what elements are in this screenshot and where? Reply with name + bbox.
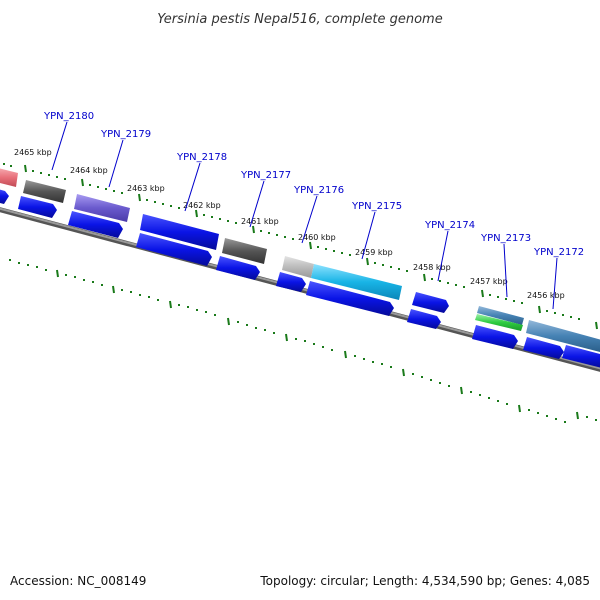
outer-tick-ring — [3, 163, 598, 330]
kbp-label: 2465 kbp — [14, 148, 52, 157]
feature-gray-2177 — [222, 238, 267, 264]
gene-arrow-10 — [472, 325, 518, 349]
gene-arrow-1 — [0, 189, 9, 204]
gene-label: YPN_2180 — [43, 111, 94, 122]
accession-text: Accession: NC_008149 — [10, 574, 147, 588]
gene-arrow-9 — [407, 309, 441, 329]
feature-gray-2180 — [23, 180, 66, 203]
kbp-label: 2463 kbp — [127, 184, 165, 193]
inner-tick-ring — [9, 259, 597, 423]
gene-arrow-12 — [562, 345, 600, 368]
feature-green-2173 — [475, 314, 523, 331]
kbp-label: 2461 kbp — [241, 217, 279, 226]
genome-summary-text: Topology: circular; Length: 4,534,590 bp… — [260, 574, 590, 588]
outer-strand-features — [0, 168, 600, 352]
gene-label: YPN_2175 — [351, 201, 402, 212]
kbp-label: 2457 kbp — [470, 277, 508, 286]
kbp-label: 2464 kbp — [70, 166, 108, 175]
feature-lightgray-2176 — [282, 256, 314, 278]
gene-arrow-4 — [136, 233, 212, 266]
map-title: Yersinia pestis Nepal516, complete genom… — [157, 12, 442, 27]
gene-arrow-8 — [412, 292, 449, 313]
gene-label: YPN_2173 — [480, 233, 531, 244]
kbp-label: 2462 kbp — [183, 201, 221, 210]
kbp-label: 2458 kbp — [413, 263, 451, 272]
feature-purple-2179a — [74, 194, 130, 222]
feature-red — [0, 168, 18, 187]
gene-label: YPN_2177 — [240, 170, 291, 181]
gene-label-group: YPN_2180 — [43, 111, 94, 171]
gene-label-group: YPN_2174 — [424, 220, 475, 282]
feature-steel-2173 — [477, 306, 524, 325]
kbp-label: 2456 kbp — [527, 291, 565, 300]
gene-labels: YPN_2180 YPN_2179 YPN_2178 YPN_2177 YPN_… — [43, 111, 584, 310]
gene-label-group: YPN_2177 — [240, 170, 291, 228]
feature-steel-2172 — [526, 320, 600, 352]
gene-label-group: YPN_2178 — [176, 152, 227, 212]
gene-label: YPN_2172 — [533, 247, 584, 258]
gene-arrow-5 — [216, 256, 260, 280]
inner-strand-genes — [0, 189, 600, 368]
gene-label: YPN_2178 — [176, 152, 227, 163]
gene-arrow-11 — [523, 337, 564, 359]
feature-blue-2178 — [140, 214, 219, 250]
feature-cyan-2175 — [311, 264, 402, 300]
gene-arrow-7 — [306, 281, 394, 316]
gene-arrow-2 — [18, 196, 57, 218]
gene-label: YPN_2176 — [293, 185, 344, 196]
gene-label-group: YPN_2179 — [100, 129, 151, 188]
gene-label: YPN_2179 — [100, 129, 151, 140]
gene-label-group: YPN_2176 — [293, 185, 344, 244]
gene-label: YPN_2174 — [424, 220, 475, 231]
gene-arrow-3 — [68, 211, 123, 238]
gene-label-group: YPN_2175 — [351, 201, 402, 260]
kbp-labels: 2465 kbp 2464 kbp 2463 kbp 2462 kbp 2461… — [14, 148, 565, 300]
kbp-label: 2460 kbp — [298, 233, 336, 242]
gene-label-group: YPN_2172 — [533, 247, 584, 310]
kbp-label: 2459 kbp — [355, 248, 393, 257]
gene-arrow-6 — [276, 272, 306, 292]
gene-label-group: YPN_2173 — [480, 233, 531, 298]
